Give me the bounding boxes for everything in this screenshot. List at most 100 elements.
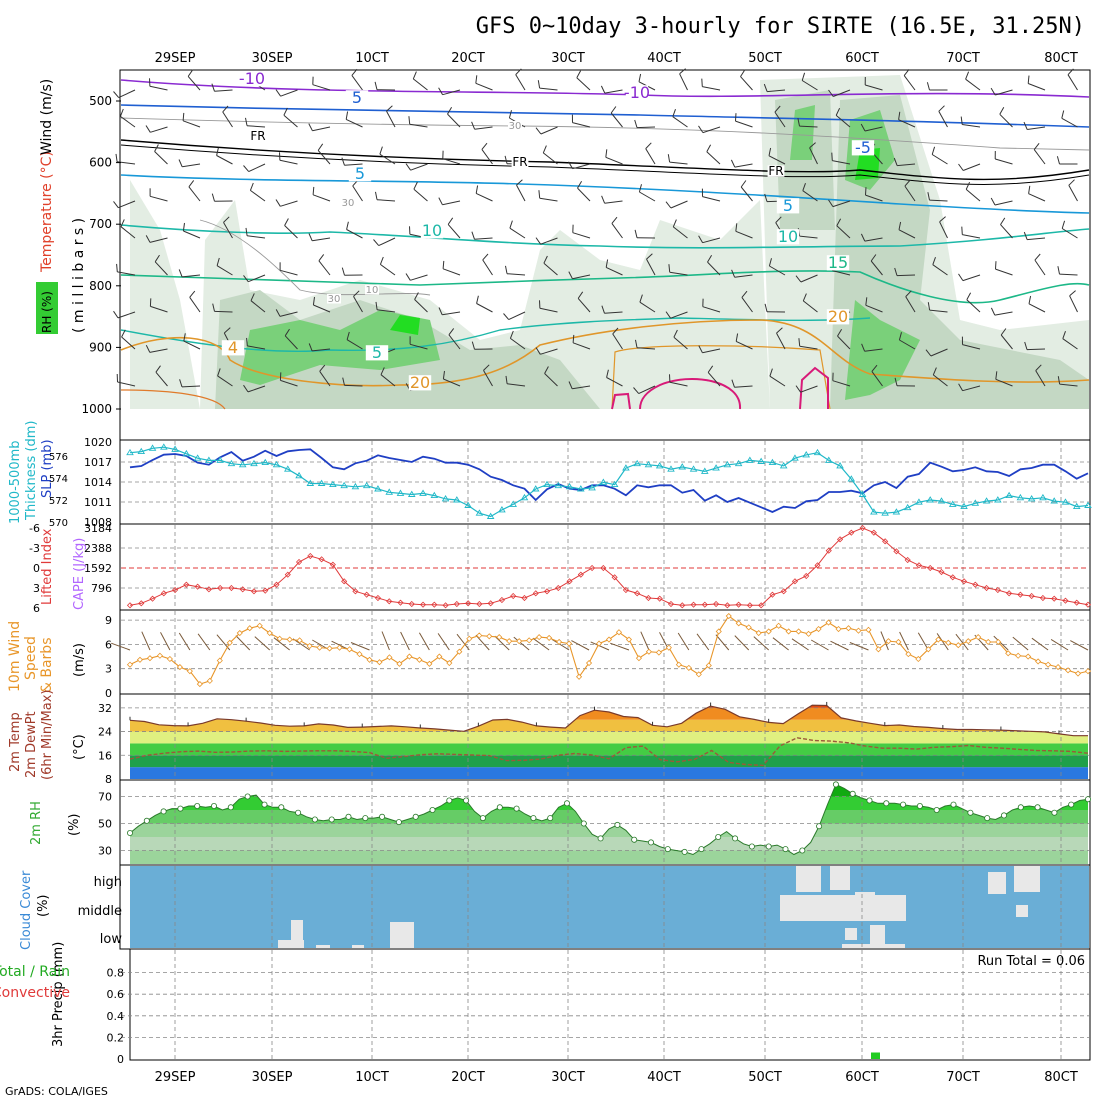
lifted-index-point (1028, 592, 1035, 600)
wind-barb-flag (672, 109, 676, 117)
lifted-index-point (149, 595, 156, 602)
lifted-index-point (386, 598, 393, 605)
thickness-point (351, 482, 360, 490)
wind-barb-flag (731, 379, 735, 388)
wind-barb-flag (894, 377, 898, 386)
precip-tick-label: 0.2 (107, 1031, 125, 1044)
wind-barb (1028, 303, 1046, 313)
temp2m-panel: 32 24 16 8 2m Temp 2m DewPt (6hr Min/Max) (… (8, 690, 1091, 786)
rh-label: RH (%) (40, 291, 54, 333)
slp-thickness-panel: 576 574 572 570 1020 1017 1014 1011 1008 1000-50… (8, 421, 1092, 529)
wind10m-barb (254, 636, 271, 651)
wind-barb (669, 271, 688, 276)
wind-barb-flag (183, 333, 186, 342)
wind-barb (120, 226, 136, 239)
lifted-index-point (713, 600, 720, 608)
wind-barb-flag (646, 253, 653, 260)
cloud-cover-title: Cloud Cover (19, 870, 34, 950)
wind-barb-flag (317, 143, 324, 151)
pressure-tick-label: 1000 (81, 402, 112, 416)
wind-barb-flag (638, 73, 642, 82)
wind-barb-flag (1061, 110, 1065, 119)
wind-barb (442, 158, 461, 165)
wind-barb-flag (601, 305, 605, 314)
wind-barb (832, 270, 851, 276)
wind-barb (670, 311, 688, 319)
temperature-contour (611, 345, 831, 410)
thickness-point (610, 480, 619, 488)
temperature-contour (120, 319, 1090, 387)
wind-barb (155, 371, 168, 387)
wind10m-speed-point (825, 619, 832, 626)
pressure-tick-label: 600 (89, 156, 112, 170)
lifted-index-point (1006, 590, 1013, 597)
wind10m-speed-point (1035, 658, 1042, 665)
wind-barb-flag (568, 161, 574, 169)
lifted-index-point (318, 556, 325, 563)
wind-barb (832, 160, 851, 165)
lifted-index-title: Lifted Index (40, 528, 55, 605)
lifted-index-point (589, 564, 596, 572)
cloud-cover-unit: (%) (36, 895, 51, 918)
wind-label: Wind (m/s) (39, 79, 55, 155)
wind-barb (836, 225, 851, 239)
wind-barb (182, 274, 201, 278)
wind-barb-flag (1056, 156, 1060, 165)
cloud-cell (390, 922, 414, 948)
wind-barb (832, 380, 851, 387)
wind10m-speed-point (306, 642, 313, 650)
thickness-point (283, 465, 292, 472)
wind-barb-flag (606, 369, 609, 378)
cloud-cell (796, 866, 821, 892)
rh-legend-swatch (36, 282, 58, 334)
wind10m-speed-point (266, 629, 273, 637)
lifted-index-point (600, 564, 607, 572)
wind-barb (702, 306, 721, 313)
wind-barb (938, 111, 948, 128)
wind-barb (482, 259, 493, 276)
wind-barb (189, 297, 201, 313)
rh2m-point (479, 815, 486, 822)
thickness-point (779, 462, 788, 469)
wind-barb (410, 274, 428, 281)
thickness-point (1016, 493, 1025, 501)
lifted-index-point (408, 600, 415, 608)
wind-barb (871, 371, 883, 387)
wind10m-panel: 9 6 3 0 10m Wind Speed & Barbs (m/s) (7, 609, 1092, 700)
thickness-point (126, 448, 134, 456)
wind10m-barb (400, 631, 410, 651)
wind-barb (865, 304, 883, 313)
wind-barb-flag (515, 68, 522, 75)
wind-barb (344, 163, 363, 166)
wind-barb-flag (503, 313, 510, 320)
wind10m-speed-point (795, 628, 802, 635)
wind-barb (544, 373, 558, 387)
wind10m-speed-point (955, 642, 962, 649)
wind-barb-flag (698, 125, 704, 133)
contour-label: -5 (855, 138, 871, 157)
wind10m-barb (418, 632, 430, 651)
lifted-index-point (836, 536, 844, 543)
wind-barb-flag (211, 193, 215, 202)
rh2m-unit: (%) (67, 814, 82, 837)
lifted-index-point (667, 600, 675, 608)
wind10m-speed-point (176, 664, 183, 671)
date-label-bottom: 60CT (845, 1070, 879, 1085)
wind10m-speed-point (526, 637, 533, 644)
wind-barb (149, 237, 168, 243)
rh2m-title: 2m RH (29, 801, 44, 845)
wind-barb (474, 126, 493, 130)
wind-barb (540, 348, 558, 355)
wind10m-barb (753, 636, 770, 651)
lifted-index-point (735, 601, 742, 608)
wind10m-barb (830, 640, 849, 651)
wind-barb-flag (995, 261, 997, 270)
wind-barb (799, 125, 818, 128)
wind-barb (149, 85, 168, 91)
wind-barb (572, 385, 591, 390)
rh2m-point (160, 808, 167, 815)
wind-barb (516, 184, 526, 202)
thickness-point (1084, 501, 1092, 508)
wind-barb (995, 268, 1013, 276)
lifted-index-point (1062, 597, 1069, 604)
